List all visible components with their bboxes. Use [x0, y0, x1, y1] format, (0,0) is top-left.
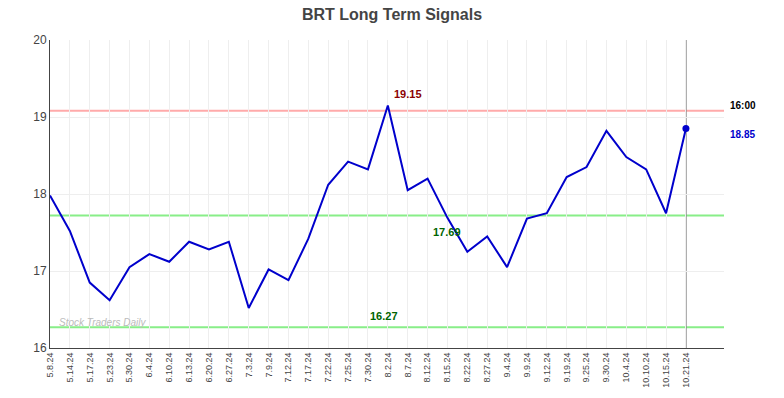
svg-text:8.15.24: 8.15.24	[442, 353, 452, 383]
svg-text:9.19.24: 9.19.24	[562, 353, 572, 383]
svg-text:17: 17	[33, 264, 47, 278]
svg-text:7.22.24: 7.22.24	[323, 353, 333, 383]
svg-text:Stock Traders Daily: Stock Traders Daily	[59, 317, 147, 328]
svg-text:6.13.24: 6.13.24	[184, 353, 194, 383]
svg-text:19.15: 19.15	[394, 88, 422, 100]
svg-text:8.2.24: 8.2.24	[383, 353, 393, 378]
svg-text:9.12.24: 9.12.24	[542, 353, 552, 383]
svg-text:7.25.24: 7.25.24	[343, 353, 353, 383]
svg-text:7.3.24: 7.3.24	[244, 353, 254, 378]
svg-text:8.7.24: 8.7.24	[403, 353, 413, 378]
svg-text:8.22.24: 8.22.24	[462, 353, 472, 383]
svg-text:9.30.24: 9.30.24	[601, 353, 611, 383]
svg-text:10.4.24: 10.4.24	[621, 353, 631, 383]
svg-text:9.4.24: 9.4.24	[502, 353, 512, 378]
svg-text:5.30.24: 5.30.24	[124, 353, 134, 383]
svg-text:10.10.24: 10.10.24	[641, 353, 651, 388]
svg-text:5.8.24: 5.8.24	[45, 353, 55, 378]
svg-text:18.85: 18.85	[730, 129, 755, 140]
svg-text:8.27.24: 8.27.24	[482, 353, 492, 383]
svg-text:10.21.24: 10.21.24	[681, 353, 691, 388]
svg-text:7.17.24: 7.17.24	[303, 353, 313, 383]
svg-text:16: 16	[33, 341, 47, 355]
svg-text:6.4.24: 6.4.24	[144, 353, 154, 378]
svg-text:7.9.24: 7.9.24	[264, 353, 274, 378]
svg-text:6.27.24: 6.27.24	[224, 353, 234, 383]
svg-text:9.25.24: 9.25.24	[581, 353, 591, 383]
svg-text:16:00: 16:00	[730, 100, 756, 111]
svg-text:6.10.24: 6.10.24	[164, 353, 174, 383]
svg-text:5.14.24: 5.14.24	[65, 353, 75, 383]
svg-text:19: 19	[33, 110, 47, 124]
svg-text:5.23.24: 5.23.24	[105, 353, 115, 383]
svg-text:5.17.24: 5.17.24	[85, 353, 95, 383]
svg-text:17.69: 17.69	[433, 226, 461, 238]
svg-text:8.12.24: 8.12.24	[423, 353, 433, 383]
svg-text:6.20.24: 6.20.24	[204, 353, 214, 383]
svg-text:BRT Long Term Signals: BRT Long Term Signals	[302, 6, 482, 23]
svg-text:7.30.24: 7.30.24	[363, 353, 373, 383]
svg-text:20: 20	[33, 33, 47, 47]
svg-text:16.27: 16.27	[370, 310, 398, 322]
svg-text:18: 18	[33, 187, 47, 201]
svg-text:10.15.24: 10.15.24	[661, 353, 671, 388]
svg-text:9.9.24: 9.9.24	[522, 353, 532, 378]
svg-text:7.12.24: 7.12.24	[283, 353, 293, 383]
